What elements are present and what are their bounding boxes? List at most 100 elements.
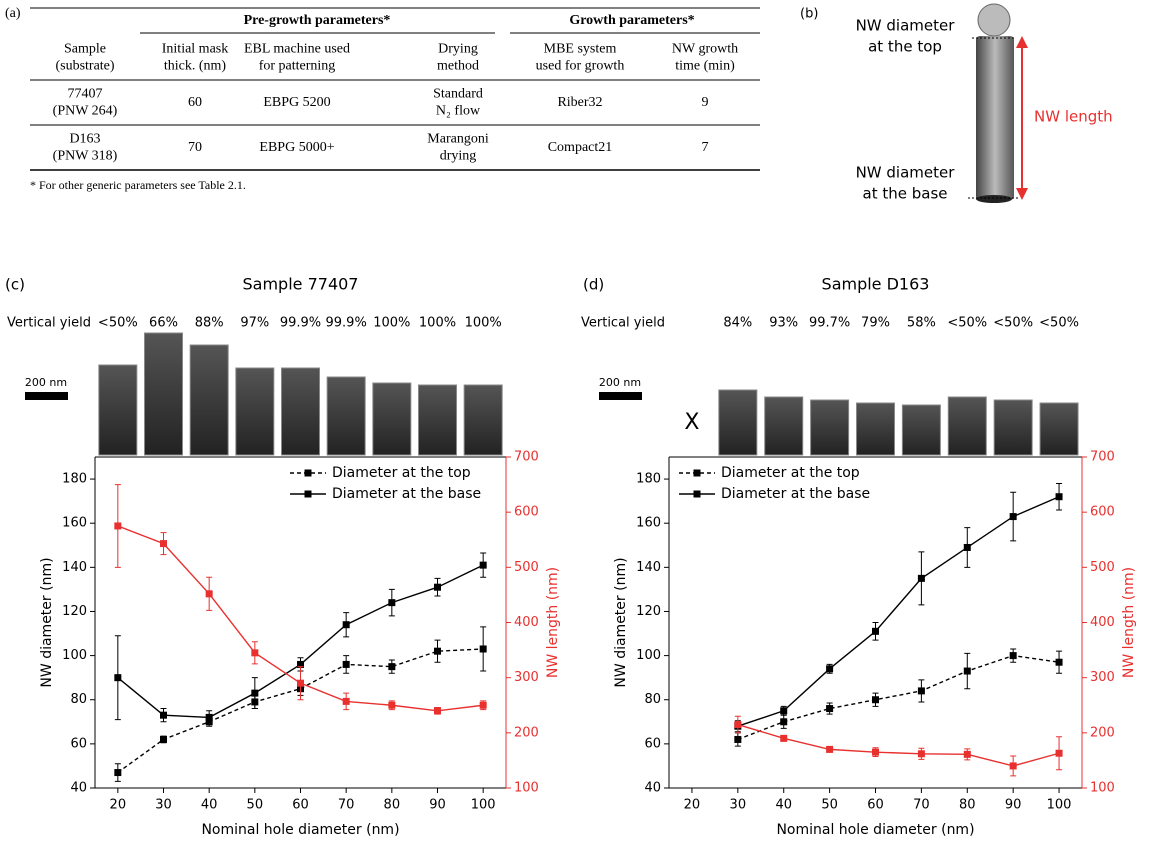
- nanowire-base: [976, 195, 1012, 203]
- y2-axis-label: NW length (nm): [1121, 567, 1137, 678]
- yield-label: 99.9%: [326, 316, 367, 331]
- marker: [917, 750, 925, 758]
- marker: [917, 574, 925, 582]
- column-header: time (min): [675, 59, 735, 74]
- x-tick-label: 80: [384, 798, 401, 813]
- series-line: [117, 648, 484, 774]
- series-line: [737, 723, 1060, 767]
- table-cell: Standard: [433, 87, 483, 102]
- base-label: NW diameter: [856, 164, 956, 182]
- y2-tick-label: 500: [514, 560, 539, 575]
- table-cell: 7: [702, 140, 709, 155]
- panel-label: (c): [5, 276, 25, 294]
- base-label: at the base: [863, 185, 948, 203]
- legend-label: Diameter at the base: [332, 486, 481, 502]
- x-tick-label: 20: [110, 798, 127, 813]
- x-tick-label: 60: [292, 798, 309, 813]
- nanowire-image: [976, 36, 1014, 200]
- legend-marker: [304, 490, 312, 498]
- legend-label: Diameter at the base: [721, 486, 870, 502]
- marker: [780, 734, 788, 742]
- marker: [479, 701, 487, 709]
- yield-label: 99.9%: [280, 316, 321, 331]
- marker: [434, 647, 441, 655]
- y2-tick-label: 100: [514, 781, 539, 796]
- yield-label: 84%: [723, 316, 752, 331]
- sem-image: [947, 396, 987, 456]
- sem-image: [463, 384, 503, 456]
- marker: [826, 665, 834, 673]
- series-line: [737, 654, 1060, 741]
- marker: [342, 697, 350, 705]
- sem-image: [856, 402, 895, 456]
- chart-title: Sample 77407: [243, 275, 359, 294]
- top-label: NW diameter: [856, 17, 956, 35]
- marker: [1009, 762, 1017, 770]
- legend-marker: [693, 490, 701, 498]
- y-tick-label: 160: [636, 516, 661, 531]
- marker: [114, 522, 122, 530]
- x-tick-label: 40: [201, 798, 218, 813]
- yield-label: <50%: [947, 316, 987, 331]
- column-header: NW growth: [672, 42, 738, 57]
- yield-title: Vertical yield: [581, 316, 665, 331]
- y-axis-label: NW diameter (nm): [39, 557, 55, 687]
- x-tick-label: 100: [1047, 798, 1072, 813]
- y2-tick-label: 200: [514, 725, 539, 740]
- y2-tick-label: 300: [514, 670, 539, 685]
- scale-bar: [25, 392, 68, 400]
- yield-label: 100%: [419, 316, 456, 331]
- y-tick-label: 40: [644, 781, 661, 796]
- y2-tick-label: 100: [1090, 781, 1115, 796]
- y2-tick-label: 400: [514, 615, 539, 630]
- table-cell: D163: [69, 132, 100, 147]
- marker: [1055, 658, 1063, 666]
- top-label: at the top: [868, 38, 942, 56]
- missing-marker: X: [684, 410, 699, 435]
- marker: [388, 599, 396, 607]
- series-line: [737, 496, 1060, 727]
- sem-image: [764, 396, 804, 456]
- schematic: NW diameter at the top NW length NW diam…: [856, 3, 1113, 203]
- table-cell: EBPG 5200: [263, 95, 330, 110]
- yield-label: 88%: [195, 316, 224, 331]
- table: Pre-growth parameters* Growth parameters…: [30, 7, 760, 192]
- marker: [434, 707, 441, 715]
- column-header: used for growth: [536, 59, 625, 74]
- marker: [963, 543, 971, 551]
- marker: [826, 705, 834, 713]
- table-cell: (PNW 264): [53, 104, 118, 119]
- group-header: Growth parameters*: [569, 13, 694, 28]
- x-tick-label: 70: [338, 798, 355, 813]
- column-header: for patterning: [259, 59, 336, 74]
- legend-label: Diameter at the top: [721, 465, 860, 481]
- column-header: (substrate): [55, 59, 114, 74]
- y-tick-label: 80: [644, 692, 661, 707]
- length-label: NW length: [1034, 108, 1113, 126]
- table-cell: 60: [188, 95, 202, 110]
- y2-tick-label: 200: [1090, 725, 1115, 740]
- column-header: thick. (nm): [164, 59, 227, 74]
- marker: [251, 689, 259, 697]
- x-axis-label: Nominal hole diameter (nm): [201, 822, 399, 838]
- y2-tick-label: 700: [1090, 450, 1115, 465]
- nanowire-tip: [977, 3, 1011, 37]
- marker: [734, 721, 742, 729]
- y2-tick-label: 400: [1090, 615, 1115, 630]
- y-tick-label: 60: [644, 736, 661, 751]
- chart-title: Sample D163: [822, 275, 930, 294]
- column-header: EBL machine used: [244, 42, 350, 57]
- yield-label: <50%: [993, 316, 1033, 331]
- sem-image: [281, 367, 320, 456]
- sem-image: [418, 384, 457, 456]
- y2-tick-label: 300: [1090, 670, 1115, 685]
- x-tick-label: 20: [684, 798, 701, 813]
- marker: [734, 735, 742, 743]
- scale-bar-label: 200 nm: [25, 376, 67, 389]
- marker: [205, 590, 213, 598]
- marker: [1055, 749, 1063, 757]
- table-cell: Riber32: [557, 95, 602, 110]
- yield-label: <50%: [98, 316, 138, 331]
- marker: [1009, 652, 1017, 660]
- marker: [342, 621, 350, 629]
